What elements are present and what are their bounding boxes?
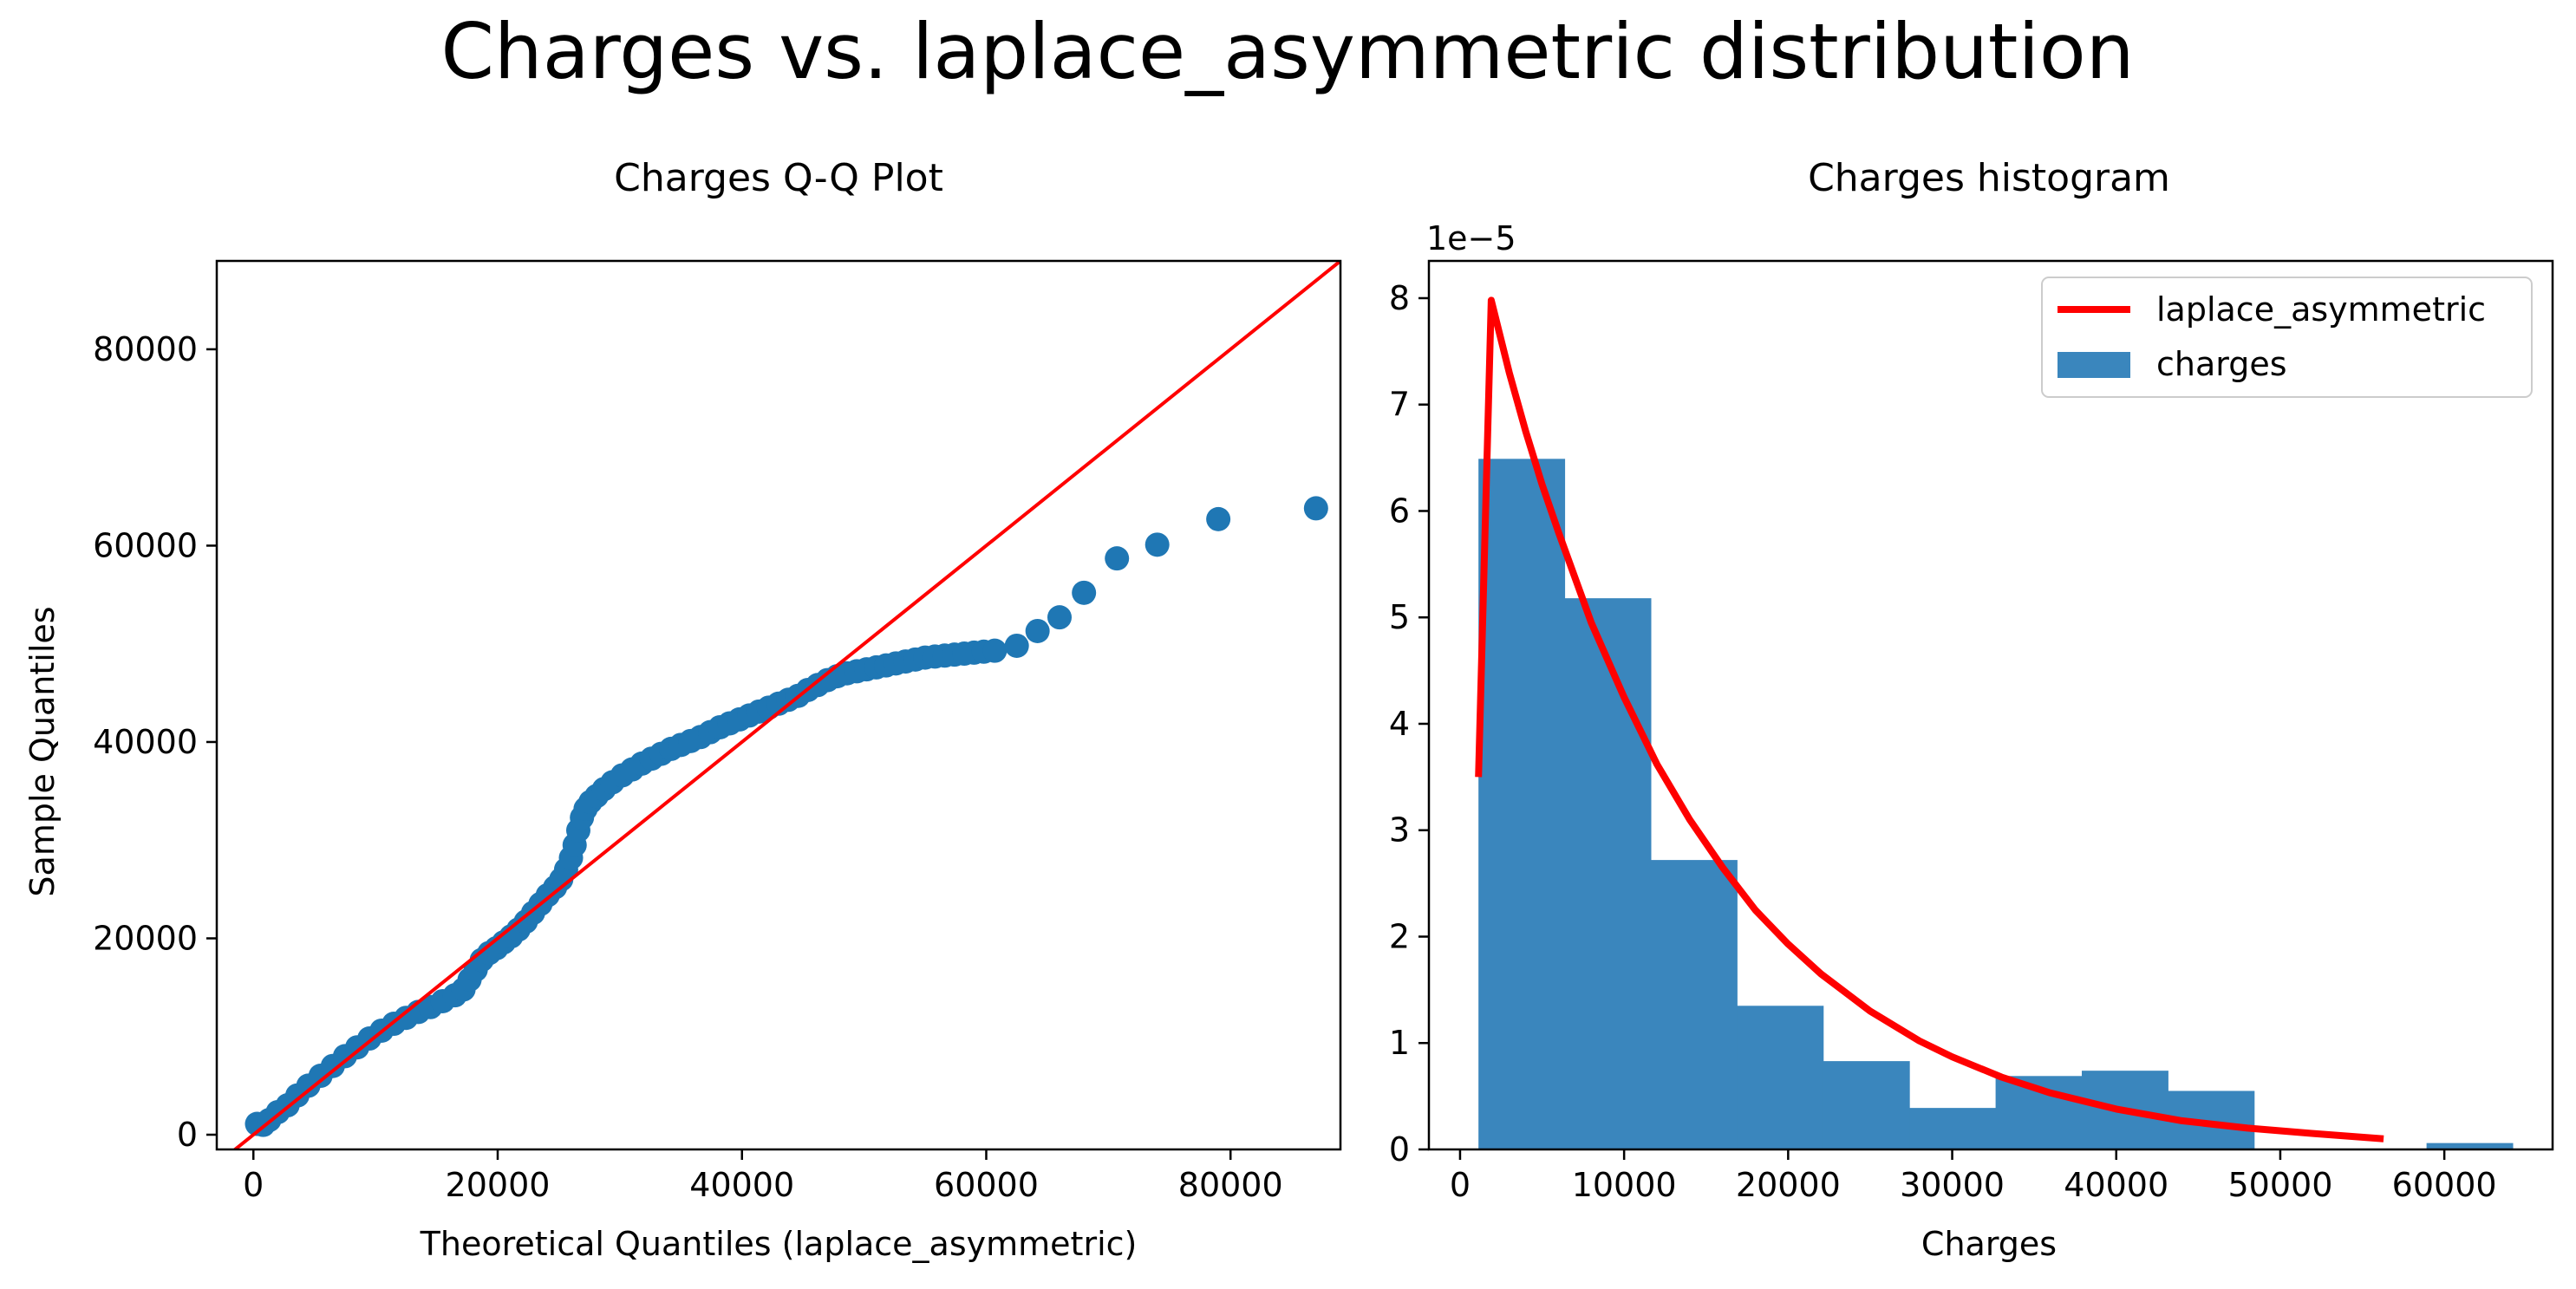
qq-point — [1047, 605, 1072, 630]
histogram-bar — [1564, 598, 1652, 1149]
histogram-x-tick-label: 60000 — [2392, 1166, 2497, 1204]
histogram-panel: Charges histogram 1e−5 0 10000 20000 30000 4… — [1389, 156, 2554, 1263]
qq-reference-line — [232, 261, 1340, 1149]
qq-point — [1303, 496, 1328, 521]
qq-y-tick-label: 20000 — [93, 919, 198, 957]
legend-label-laplace-asymmetric: laplace_asymmetric — [2156, 290, 2486, 329]
qq-x-tick-label: 60000 — [934, 1166, 1039, 1204]
qq-y-tick-label: 40000 — [93, 723, 198, 761]
histogram-y-tick-label: 5 — [1389, 598, 1410, 636]
figure-title: Charges vs. laplace_asymmetric distribut… — [440, 7, 2134, 96]
histogram-x-tick-label: 20000 — [1736, 1166, 1841, 1204]
qq-x-tick-label: 80000 — [1178, 1166, 1283, 1204]
qq-plot-marks — [232, 261, 1340, 1149]
histogram-y-tick-label: 4 — [1389, 705, 1410, 743]
legend-frame — [2041, 277, 2533, 398]
qq-point — [1145, 532, 1170, 557]
histogram-bar — [1478, 459, 1566, 1149]
histogram-y-tick-label: 6 — [1389, 492, 1410, 530]
legend-bar-swatch — [2058, 352, 2130, 378]
qq-point — [1004, 633, 1029, 658]
qq-x-tick-label: 0 — [243, 1166, 264, 1204]
qq-y-tick-label: 60000 — [93, 526, 198, 564]
qq-point — [1025, 618, 1050, 643]
histogram-bar — [1823, 1061, 1910, 1149]
qq-y-axis-label: Sample Quantiles — [23, 606, 62, 896]
histogram-marks — [1475, 296, 2514, 1149]
histogram-x-tick-label: 0 — [1450, 1166, 1471, 1204]
histogram-x-tick-label: 40000 — [2064, 1166, 2168, 1204]
histogram-y-tick-label: 0 — [1389, 1130, 1410, 1169]
histogram-bar — [1650, 860, 1738, 1149]
histogram-y-tick-label: 3 — [1389, 811, 1410, 850]
qq-y-tick-label: 0 — [177, 1116, 198, 1154]
histogram-bar — [1909, 1108, 1997, 1149]
qq-point — [1206, 506, 1231, 531]
legend-label-charges: charges — [2156, 345, 2287, 383]
histogram-x-tick-label: 10000 — [1572, 1166, 1677, 1204]
qq-x-tick-label: 20000 — [446, 1166, 551, 1204]
histogram-y-tick-label: 8 — [1389, 279, 1410, 317]
histogram-y-tick-label: 1 — [1389, 1024, 1410, 1062]
qq-point — [1105, 546, 1130, 571]
qq-plot-title: Charges Q-Q Plot — [614, 156, 943, 200]
qq-plot-frame — [215, 259, 1342, 1151]
qq-plot-panel: Charges Q-Q Plot 0 20000 40000 60000 80000 0 2… — [23, 156, 1342, 1263]
histogram-bar — [1737, 1006, 1824, 1149]
histogram-x-tick-label: 30000 — [1900, 1166, 2005, 1204]
qq-y-tick-label: 80000 — [93, 330, 198, 368]
qq-x-tick-label: 40000 — [689, 1166, 794, 1204]
histogram-x-tick-label: 50000 — [2227, 1166, 2332, 1204]
histogram-y-tick-label: 7 — [1389, 386, 1410, 424]
qq-x-axis-label: Theoretical Quantiles (laplace_asymmetri… — [420, 1225, 1138, 1263]
laplace-asymmetric-pdf-line — [1475, 296, 2384, 1143]
histogram-frame — [1427, 259, 2554, 1151]
qq-point — [982, 638, 1008, 663]
histogram-title: Charges histogram — [1808, 156, 2170, 200]
qq-clipped-group — [232, 261, 1340, 1149]
histogram-bar — [2426, 1143, 2514, 1149]
histogram-y-offset-label: 1e−5 — [1426, 219, 1516, 257]
qq-point — [1072, 580, 1097, 605]
histogram-axes: 0 10000 20000 30000 40000 50000 60000 0 1 2 3 4 5 6 7 8 — [1389, 259, 2554, 1204]
histogram-y-tick-label: 2 — [1389, 917, 1410, 955]
histogram-legend: laplace_asymmetric charges — [2041, 277, 2533, 398]
histogram-x-axis-label: Charges — [1921, 1225, 2057, 1263]
qq-plot-axes: 0 20000 40000 60000 80000 0 20000 40000 60000 800… — [93, 259, 1342, 1204]
